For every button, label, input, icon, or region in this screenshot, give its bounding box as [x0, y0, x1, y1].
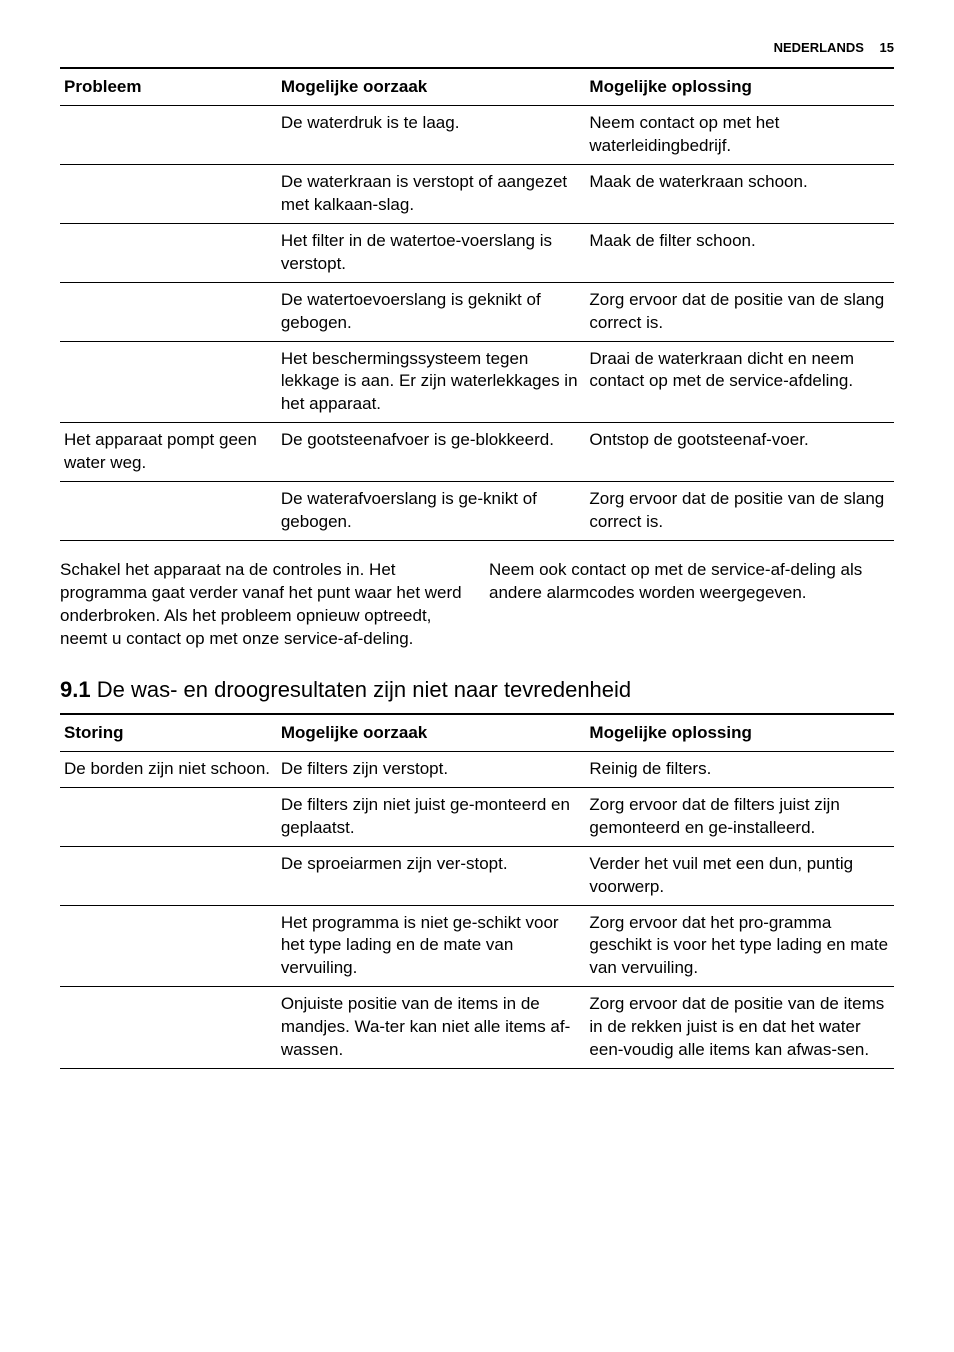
table1-header-3: Mogelijke oplossing [585, 68, 894, 106]
table-cell [60, 787, 277, 846]
table-cell: De sproeiarmen zijn ver-stopt. [277, 846, 586, 905]
table-row: De sproeiarmen zijn ver-stopt.Verder het… [60, 846, 894, 905]
table-cell: Draai de waterkraan dicht en neem contac… [585, 341, 894, 423]
table-cell: De filters zijn verstopt. [277, 751, 586, 787]
note-left: Schakel het apparaat na de controles in.… [60, 559, 465, 651]
table-cell: Zorg ervoor dat de positie van de slang … [585, 282, 894, 341]
table1-header-2: Mogelijke oorzaak [277, 68, 586, 106]
table-cell [60, 106, 277, 165]
table-cell: De waterafvoerslang is ge-knikt of gebog… [277, 482, 586, 541]
table-cell [60, 164, 277, 223]
table-cell [60, 987, 277, 1069]
table-cell [60, 341, 277, 423]
table-cell: Zorg ervoor dat de filters juist zijn ge… [585, 787, 894, 846]
table-cell: Zorg ervoor dat de positie van de slang … [585, 482, 894, 541]
table-row: De borden zijn niet schoon.De filters zi… [60, 751, 894, 787]
table-cell: Ontstop de gootsteenaf-voer. [585, 423, 894, 482]
table2-header-3: Mogelijke oplossing [585, 714, 894, 752]
table-row: Het beschermingssysteem tegen lekkage is… [60, 341, 894, 423]
table-cell: Het programma is niet ge-schikt voor het… [277, 905, 586, 987]
table-cell: Neem contact op met het waterleidingbedr… [585, 106, 894, 165]
table-cell: De filters zijn niet juist ge-monteerd e… [277, 787, 586, 846]
table-cell [60, 482, 277, 541]
table-cell: Maak de filter schoon. [585, 223, 894, 282]
table-cell: Zorg ervoor dat de positie van de items … [585, 987, 894, 1069]
page-header: NEDERLANDS 15 [60, 40, 894, 55]
table-cell: Onjuiste positie van de items in de mand… [277, 987, 586, 1069]
table-row: De waterdruk is te laag.Neem contact op … [60, 106, 894, 165]
table-row: De watertoevoerslang is geknikt of gebog… [60, 282, 894, 341]
table-cell: De waterkraan is verstopt of aangezet me… [277, 164, 586, 223]
table-row: De waterkraan is verstopt of aangezet me… [60, 164, 894, 223]
table-cell: Het beschermingssysteem tegen lekkage is… [277, 341, 586, 423]
table-cell: De watertoevoerslang is geknikt of gebog… [277, 282, 586, 341]
troubleshooting-table-1: Probleem Mogelijke oorzaak Mogelijke opl… [60, 67, 894, 541]
table-cell: De gootsteenafvoer is ge-blokkeerd. [277, 423, 586, 482]
table-cell: De borden zijn niet schoon. [60, 751, 277, 787]
section-title: De was- en droogresultaten zijn niet naa… [97, 677, 631, 702]
table-cell: Zorg ervoor dat het pro-gramma geschikt … [585, 905, 894, 987]
table-row: Het programma is niet ge-schikt voor het… [60, 905, 894, 987]
table-cell [60, 905, 277, 987]
table-row: Onjuiste positie van de items in de mand… [60, 987, 894, 1069]
table2-header-2: Mogelijke oorzaak [277, 714, 586, 752]
table2-header-1: Storing [60, 714, 277, 752]
table-cell: De waterdruk is te laag. [277, 106, 586, 165]
language-label: NEDERLANDS [774, 40, 864, 55]
table-row: De waterafvoerslang is ge-knikt of gebog… [60, 482, 894, 541]
table1-header-1: Probleem [60, 68, 277, 106]
note-right: Neem ook contact op met de service-af-de… [489, 559, 894, 651]
table-row: Het apparaat pompt geen water weg.De goo… [60, 423, 894, 482]
page-number: 15 [880, 40, 894, 55]
table-cell: Het filter in de watertoe-voerslang is v… [277, 223, 586, 282]
table-row: Het filter in de watertoe-voerslang is v… [60, 223, 894, 282]
table-cell: Het apparaat pompt geen water weg. [60, 423, 277, 482]
table-cell [60, 223, 277, 282]
section-heading: 9.1 De was- en droogresultaten zijn niet… [60, 677, 894, 703]
table-cell [60, 282, 277, 341]
troubleshooting-table-2: Storing Mogelijke oorzaak Mogelijke oplo… [60, 713, 894, 1069]
table-cell: Reinig de filters. [585, 751, 894, 787]
table-cell: Verder het vuil met een dun, puntig voor… [585, 846, 894, 905]
section-number: 9.1 [60, 677, 91, 702]
table-cell: Maak de waterkraan schoon. [585, 164, 894, 223]
table-row: De filters zijn niet juist ge-monteerd e… [60, 787, 894, 846]
footer-notes: Schakel het apparaat na de controles in.… [60, 559, 894, 651]
table-cell [60, 846, 277, 905]
